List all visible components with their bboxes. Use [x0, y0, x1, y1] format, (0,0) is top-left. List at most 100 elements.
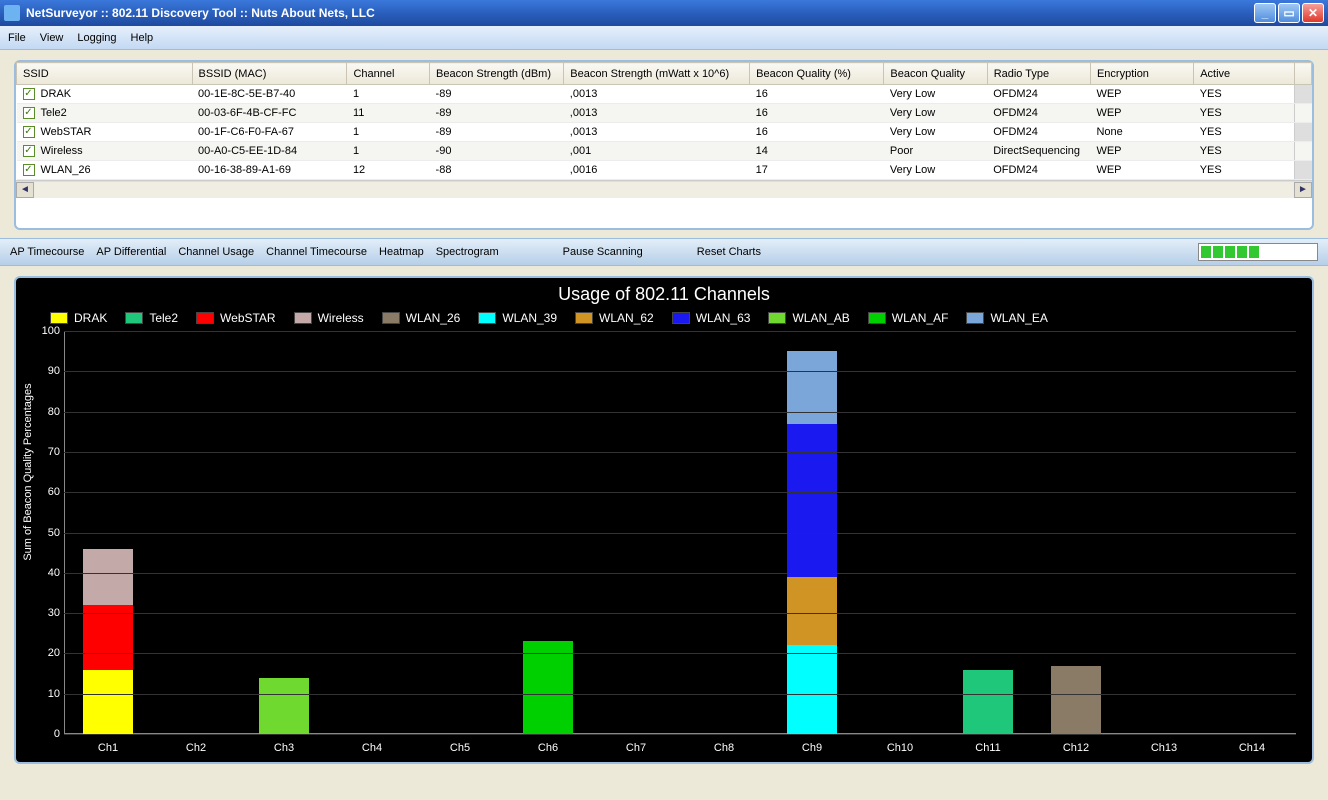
legend-label: WebSTAR	[220, 311, 276, 325]
legend-label: WLAN_AB	[792, 311, 849, 325]
table-cell: -88	[430, 161, 564, 180]
x-tick-label: Ch2	[152, 742, 240, 754]
action-ap-differential[interactable]: AP Differential	[96, 246, 166, 258]
hscroll-track[interactable]	[34, 182, 1294, 198]
y-tick-label: 60	[30, 486, 60, 498]
chart-panel: Usage of 802.11 Channels DRAKTele2WebSTA…	[14, 276, 1314, 764]
table-cell: Very Low	[884, 104, 987, 123]
legend-item: Tele2	[125, 311, 178, 325]
table-header-cell[interactable]: Beacon Quality (%)	[750, 63, 884, 85]
gridline	[64, 694, 1296, 695]
table-header-cell[interactable]: Channel	[347, 63, 430, 85]
minimize-button[interactable]: _	[1254, 3, 1276, 23]
table-cell: Very Low	[884, 161, 987, 180]
maximize-button[interactable]: ▭	[1278, 3, 1300, 23]
battery-cell	[1249, 246, 1259, 258]
menu-help[interactable]: Help	[131, 32, 154, 44]
table-cell: 00-1F-C6-F0-FA-67	[192, 123, 347, 142]
table-cell: DirectSequencing	[987, 142, 1090, 161]
battery-cell	[1225, 246, 1235, 258]
table-cell: 16	[750, 85, 884, 104]
table-header-cell[interactable]: Active	[1194, 63, 1295, 85]
table-cell: None	[1090, 123, 1193, 142]
table-row[interactable]: ✓WLAN_2600-16-38-89-A1-6912-88,001617Ver…	[17, 161, 1312, 180]
table-row[interactable]: ✓DRAK00-1E-8C-5E-B7-401-89,001316Very Lo…	[17, 85, 1312, 104]
y-tick-label: 0	[30, 728, 60, 740]
legend-swatch	[768, 312, 786, 324]
bar-segment	[83, 605, 132, 669]
y-tick-label: 100	[30, 325, 60, 337]
hscroll-right-button[interactable]: ►	[1294, 182, 1312, 198]
table-header-cell[interactable]: Beacon Quality	[884, 63, 987, 85]
row-checkbox[interactable]: ✓	[23, 164, 35, 176]
battery-cell	[1201, 246, 1211, 258]
legend-swatch	[478, 312, 496, 324]
table-header-cell[interactable]: BSSID (MAC)	[192, 63, 347, 85]
x-tick-label: Ch1	[64, 742, 152, 754]
legend-item: WLAN_39	[478, 311, 557, 325]
table-cell: ,0013	[564, 85, 750, 104]
bar-segment	[787, 577, 836, 646]
x-tick-label: Ch3	[240, 742, 328, 754]
row-checkbox[interactable]: ✓	[23, 107, 35, 119]
battery-cell	[1237, 246, 1247, 258]
table-cell: ,0016	[564, 161, 750, 180]
table-header-row: SSIDBSSID (MAC)ChannelBeacon Strength (d…	[17, 63, 1312, 85]
table-header-cell[interactable]: Beacon Strength (mWatt x 10^6)	[564, 63, 750, 85]
table-header-cell[interactable]: SSID	[17, 63, 193, 85]
menu-view[interactable]: View	[40, 32, 64, 44]
table-cell: WEP	[1090, 104, 1193, 123]
row-checkbox[interactable]: ✓	[23, 88, 35, 100]
legend-swatch	[125, 312, 143, 324]
plot-inner: Ch1Ch2Ch3Ch4Ch5Ch6Ch7Ch8Ch9Ch10Ch11Ch12C…	[64, 331, 1296, 734]
table-row[interactable]: ✓WebSTAR00-1F-C6-F0-FA-671-89,001316Very…	[17, 123, 1312, 142]
action-channel-usage[interactable]: Channel Usage	[178, 246, 254, 258]
table-cell: 11	[347, 104, 430, 123]
row-checkbox[interactable]: ✓	[23, 126, 35, 138]
x-tick-label: Ch7	[592, 742, 680, 754]
action-pause-scanning[interactable]: Pause Scanning	[563, 246, 643, 258]
battery-indicator	[1198, 243, 1318, 261]
action-ap-timecourse[interactable]: AP Timecourse	[10, 246, 84, 258]
table-cell: 16	[750, 104, 884, 123]
legend-label: WLAN_62	[599, 311, 654, 325]
bar-segment	[787, 645, 836, 734]
action-spectrogram[interactable]: Spectrogram	[436, 246, 499, 258]
row-checkbox[interactable]: ✓	[23, 145, 35, 157]
table-cell: 00-A0-C5-EE-1D-84	[192, 142, 347, 161]
x-tick-label: Ch8	[680, 742, 768, 754]
legend-swatch	[294, 312, 312, 324]
menu-logging[interactable]: Logging	[77, 32, 116, 44]
x-tick-label: Ch14	[1208, 742, 1296, 754]
legend-label: WLAN_39	[502, 311, 557, 325]
x-axis-ticks: Ch1Ch2Ch3Ch4Ch5Ch6Ch7Ch8Ch9Ch10Ch11Ch12C…	[64, 742, 1296, 754]
y-tick-label: 30	[30, 607, 60, 619]
table-header-cell[interactable]: Radio Type	[987, 63, 1090, 85]
table-header-cell[interactable]: Beacon Strength (dBm)	[430, 63, 564, 85]
action-reset-charts[interactable]: Reset Charts	[697, 246, 761, 258]
x-tick-label: Ch13	[1120, 742, 1208, 754]
table-cell: WEP	[1090, 161, 1193, 180]
y-tick-label: 40	[30, 567, 60, 579]
gridline	[64, 412, 1296, 413]
networks-table: SSIDBSSID (MAC)ChannelBeacon Strength (d…	[16, 62, 1312, 180]
table-cell: YES	[1194, 104, 1295, 123]
legend-swatch	[672, 312, 690, 324]
legend-swatch	[382, 312, 400, 324]
legend-item: DRAK	[50, 311, 107, 325]
table-cell: Poor	[884, 142, 987, 161]
table-row[interactable]: ✓Tele200-03-6F-4B-CF-FC11-89,001316Very …	[17, 104, 1312, 123]
table-hscrollbar[interactable]: ◄ ►	[16, 180, 1312, 198]
table-header-cell[interactable]: Encryption	[1090, 63, 1193, 85]
menu-file[interactable]: File	[8, 32, 26, 44]
table-cell: ,0013	[564, 123, 750, 142]
close-button[interactable]: ✕	[1302, 3, 1324, 23]
table-row[interactable]: ✓Wireless00-A0-C5-EE-1D-841-90,00114Poor…	[17, 142, 1312, 161]
action-channel-timecourse[interactable]: Channel Timecourse	[266, 246, 367, 258]
legend-label: WLAN_26	[406, 311, 461, 325]
y-tick-label: 80	[30, 406, 60, 418]
legend-swatch	[868, 312, 886, 324]
hscroll-left-button[interactable]: ◄	[16, 182, 34, 198]
action-heatmap[interactable]: Heatmap	[379, 246, 424, 258]
table-cell: 1	[347, 85, 430, 104]
